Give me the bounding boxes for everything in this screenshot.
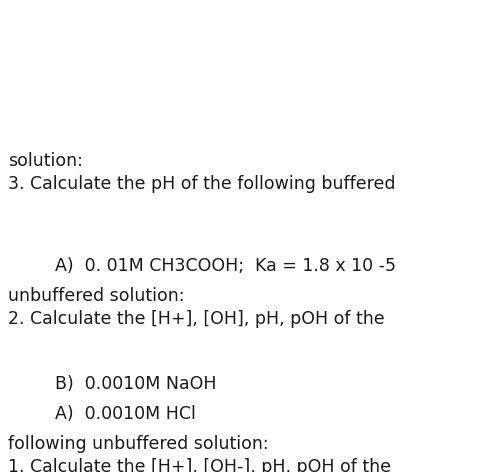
Text: A)  0.0010M HCl: A) 0.0010M HCl	[55, 405, 196, 423]
Text: unbuffered solution:: unbuffered solution:	[8, 287, 184, 305]
Text: A)  0. 01M CH3COOH;  Ka = 1.8 x 10 -5: A) 0. 01M CH3COOH; Ka = 1.8 x 10 -5	[55, 257, 396, 275]
Text: solution:: solution:	[8, 152, 83, 170]
Text: following unbuffered solution:: following unbuffered solution:	[8, 435, 268, 453]
Text: B)  0.0010M NaOH: B) 0.0010M NaOH	[55, 375, 217, 393]
Text: 2. Calculate the [H+], [OH], pH, pOH of the: 2. Calculate the [H+], [OH], pH, pOH of …	[8, 310, 384, 328]
Text: 3. Calculate the pH of the following buffered: 3. Calculate the pH of the following buf…	[8, 175, 395, 193]
Text: 1. Calculate the [H+], [OH-], pH, pOH of the: 1. Calculate the [H+], [OH-], pH, pOH of…	[8, 458, 391, 472]
